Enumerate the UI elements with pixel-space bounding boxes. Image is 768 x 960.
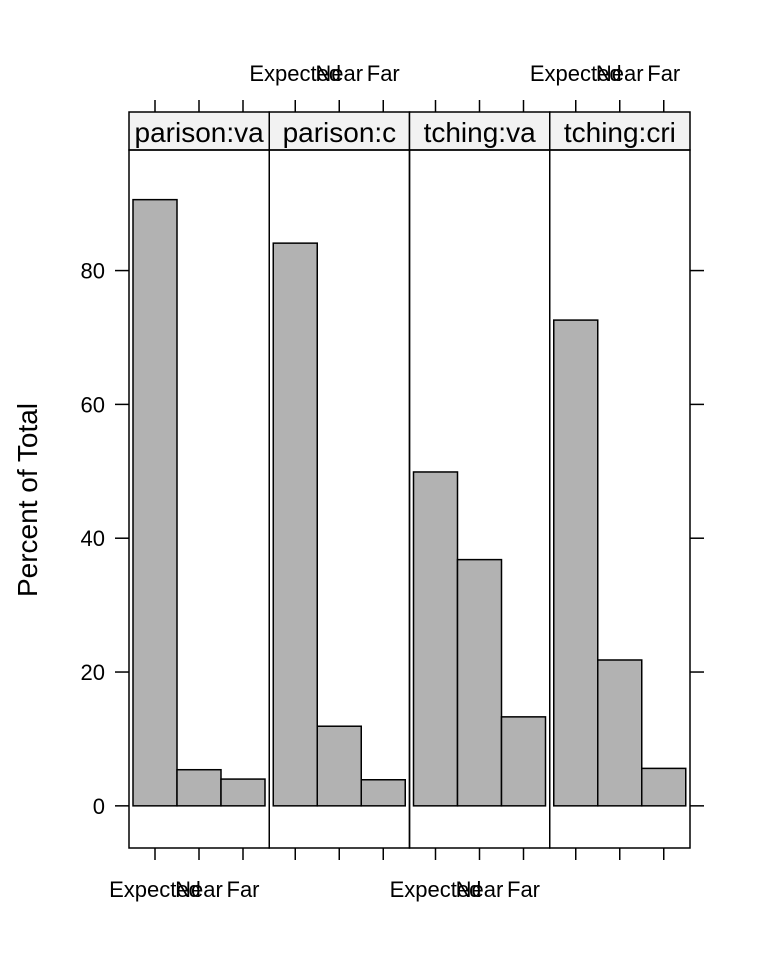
x-tick-label: Near: [175, 877, 223, 902]
x-tick-label: Expected: [249, 61, 341, 86]
x-tick-label: Far: [227, 877, 260, 902]
strip-label: tching:va: [424, 117, 536, 148]
bar-near: [316, 725, 362, 807]
bar-near: [597, 659, 643, 807]
x-tick-label: Near: [596, 61, 644, 86]
y-tick-label: 60: [81, 392, 105, 417]
y-tick-label: 20: [81, 660, 105, 685]
bar-far: [500, 716, 547, 807]
strip-label: parison:va: [135, 117, 265, 148]
panel-2: parison:c: [268, 111, 411, 849]
bar-far: [220, 778, 266, 807]
bar-expected: [132, 198, 178, 807]
bar-expected: [272, 242, 318, 807]
y-axis-label: Percent of Total: [12, 403, 43, 597]
y-axis: 0 20 40 60 80: [81, 259, 704, 819]
strip-box: [549, 111, 691, 151]
bar-expected: [412, 471, 459, 807]
x-tick-label: Expected: [390, 877, 482, 902]
y-tick-label: 40: [81, 526, 105, 551]
x-tick-label: Far: [367, 61, 400, 86]
strip-label: tching:cri: [564, 117, 676, 148]
strip-box: [128, 111, 270, 151]
panel-group: parison:va parison:c tching:va tching:cri: [128, 111, 691, 849]
x-tick-label: Expected: [530, 61, 622, 86]
y-tick-label: 0: [93, 794, 105, 819]
x-tick-label: Far: [507, 877, 540, 902]
bar-far: [641, 767, 687, 807]
bar-near: [176, 768, 222, 807]
strip-box: [408, 111, 551, 151]
strip-label: parison:c: [283, 117, 397, 148]
y-tick-label: 80: [81, 259, 105, 284]
x-tick-label: Far: [647, 61, 680, 86]
x-tick-label: Near: [315, 61, 363, 86]
bar-far: [360, 779, 406, 807]
x-tick-label: Expected: [109, 877, 201, 902]
x-tick-label: Near: [456, 877, 504, 902]
panel-1: parison:va: [128, 111, 270, 849]
panel-4: tching:cri: [549, 111, 691, 849]
bar-expected: [553, 319, 599, 807]
panel-3: tching:va: [408, 111, 551, 849]
bar-near: [456, 558, 503, 807]
